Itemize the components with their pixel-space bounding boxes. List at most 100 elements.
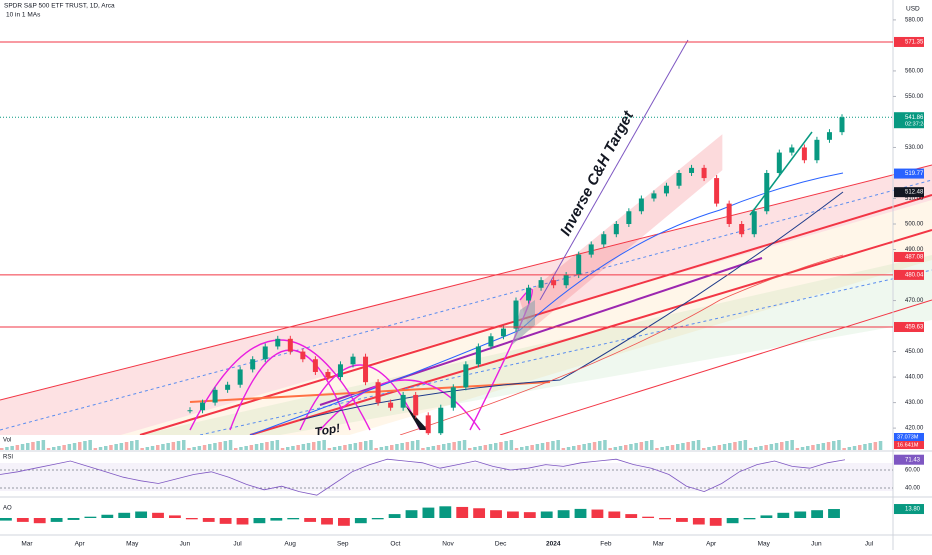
vol-bar xyxy=(738,441,742,450)
mid-line xyxy=(0,179,932,431)
ao-bar xyxy=(67,518,80,520)
panel-label: AO xyxy=(3,506,12,512)
candle xyxy=(388,402,394,408)
y-tick-label: 490.00 xyxy=(905,247,924,253)
ao-bar xyxy=(439,506,452,518)
y-tick-label: 550.00 xyxy=(905,94,924,100)
ao-bar xyxy=(591,509,604,518)
vol-bar xyxy=(218,442,222,450)
annotation: Top! xyxy=(314,421,342,439)
y-tick-label: 560.00 xyxy=(905,69,924,75)
vol-bar xyxy=(249,445,254,450)
vol-bar xyxy=(140,448,144,450)
vol-bar xyxy=(57,446,61,450)
ao-bar xyxy=(304,518,317,522)
ao-bar xyxy=(625,514,638,518)
vol-bar xyxy=(62,445,66,450)
candle xyxy=(337,364,343,378)
candle xyxy=(262,346,268,360)
vol-bar xyxy=(98,447,103,450)
vol-bar xyxy=(31,442,35,450)
level-label: 480.04 xyxy=(905,273,924,279)
candle xyxy=(739,224,745,235)
x-tick-label: Aug xyxy=(284,541,296,548)
x-tick-label: May xyxy=(758,541,771,548)
ao-bar xyxy=(101,514,114,518)
currency: USD xyxy=(906,6,920,13)
ao-bar xyxy=(557,510,570,518)
vol-bar xyxy=(416,440,420,450)
vol-bar xyxy=(644,441,649,450)
ao-bar xyxy=(287,518,300,520)
candle xyxy=(601,234,607,245)
vol-bar xyxy=(722,444,727,450)
vol-bar xyxy=(598,441,602,450)
vol-bar xyxy=(171,442,176,450)
candle xyxy=(400,394,406,408)
vol-bar xyxy=(488,444,493,450)
vol-bar xyxy=(192,447,196,450)
candle xyxy=(689,167,695,173)
y-tick-label: 500.00 xyxy=(905,222,924,228)
vol-bar xyxy=(145,447,150,450)
rsi-badge xyxy=(894,454,924,465)
vol-bar xyxy=(764,445,768,450)
candle xyxy=(475,346,481,365)
vol-bar xyxy=(244,446,248,450)
vol-bar xyxy=(530,445,534,450)
candle xyxy=(651,193,657,199)
ao-bar xyxy=(152,512,164,518)
ao-bar xyxy=(473,508,486,518)
y-tick-label: 420.00 xyxy=(905,426,924,432)
ao-bar xyxy=(777,512,790,518)
level-badge xyxy=(894,322,924,333)
vol-bar xyxy=(286,447,290,450)
ao-bar xyxy=(523,512,536,518)
candle xyxy=(626,211,632,225)
vol-bar xyxy=(431,446,436,450)
vol-bar xyxy=(483,445,488,450)
y-tick-label: 580.00 xyxy=(905,17,924,23)
candle xyxy=(839,117,845,133)
vol-bar xyxy=(650,440,654,450)
vol-bar xyxy=(270,441,274,450)
vol-bar xyxy=(135,440,139,450)
candle xyxy=(463,364,469,388)
vol-bar xyxy=(124,442,129,450)
vol-bar xyxy=(187,448,191,450)
vol-bar xyxy=(540,443,545,450)
neckline xyxy=(189,381,551,403)
candle xyxy=(212,389,218,403)
vol-bar xyxy=(265,442,269,450)
vol-bar xyxy=(119,443,124,450)
vol-bar xyxy=(327,448,332,450)
ao-bar xyxy=(507,511,519,518)
vol-bar xyxy=(343,445,347,450)
candle xyxy=(764,172,770,212)
vol-bar xyxy=(618,446,623,450)
indicator: 10 in 1 MAs xyxy=(6,12,41,19)
price-badge xyxy=(894,112,924,129)
candle xyxy=(751,211,757,235)
ao-bar xyxy=(50,518,63,522)
rsi-tick-label: 40.00 xyxy=(905,486,921,492)
arrow xyxy=(405,405,428,430)
vol-bar xyxy=(109,445,113,450)
channel-fill xyxy=(0,165,932,470)
candle xyxy=(500,328,506,337)
ma xyxy=(299,191,844,421)
vol-bar xyxy=(379,447,384,450)
x-tick-label: 2024 xyxy=(546,541,561,548)
candle xyxy=(613,224,619,235)
candle xyxy=(488,336,494,347)
ao-bar xyxy=(321,518,333,525)
vol-bar xyxy=(182,440,186,450)
vol-bar xyxy=(301,444,306,450)
vol-bar xyxy=(26,443,30,450)
vol-bar xyxy=(20,444,25,450)
y-tick-label: 430.00 xyxy=(905,400,924,406)
price-label: 512.48 xyxy=(905,190,924,196)
ao-bar xyxy=(236,518,249,525)
vol-bar xyxy=(676,444,680,450)
